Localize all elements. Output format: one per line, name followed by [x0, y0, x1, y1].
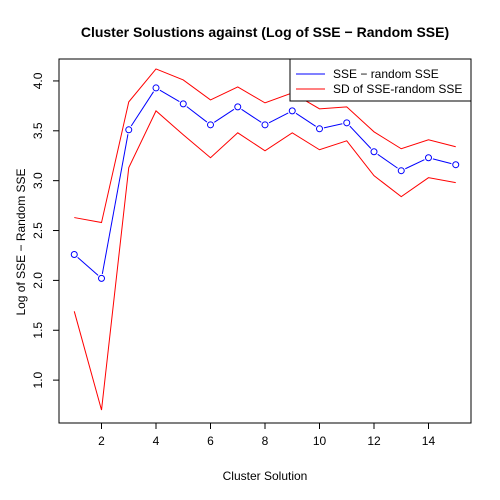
y-tick-label-1.5: 1.5 — [31, 322, 45, 339]
x-tick-label-4: 4 — [153, 434, 160, 448]
y-tick-label-2.5: 2.5 — [31, 222, 45, 239]
sse-point-9 — [288, 107, 296, 115]
x-tick-label-12: 12 — [367, 434, 381, 448]
legend-box — [289, 58, 472, 102]
y-tick-label-3: 3.0 — [31, 172, 45, 189]
x-tick-label-10: 10 — [313, 434, 327, 448]
sse-line-segment — [130, 91, 154, 127]
x-tick-label-2: 2 — [98, 434, 105, 448]
legend-label-sse-random: SSE − random SSE — [333, 67, 439, 81]
sse-line-segment — [186, 106, 208, 123]
sse-point-13 — [397, 167, 405, 175]
y-tick-label-2: 2.0 — [31, 272, 45, 289]
y-axis-label: Log of SSE − Random SSE — [14, 168, 28, 315]
y-tick-label-1: 1.0 — [31, 371, 45, 388]
sse-point-11 — [343, 119, 351, 127]
sse-point-8 — [261, 121, 269, 129]
x-tick-label-8: 8 — [262, 434, 269, 448]
sse-point-3 — [125, 126, 133, 134]
sse-line-segment — [77, 257, 99, 276]
sse-point-7 — [234, 103, 242, 111]
sse-line-segment — [101, 134, 129, 275]
sse-line-segment — [159, 89, 180, 103]
sse-point-12 — [370, 148, 378, 156]
x-tick-label-6: 6 — [207, 434, 214, 448]
x-axis-label: Cluster Solution — [223, 469, 308, 483]
sse-line-segment — [295, 112, 317, 127]
series-layer — [70, 68, 460, 411]
sse-line-segment — [268, 112, 289, 124]
sse-line-segment — [323, 123, 343, 129]
x-axis: 2 4 6 8 10 12 14 — [98, 423, 435, 448]
sd-upper-line — [74, 68, 456, 224]
sse-point-14 — [424, 154, 432, 162]
sse-point-1 — [70, 250, 78, 258]
sse-line-segment — [432, 158, 452, 165]
sd-lower-line — [73, 110, 456, 411]
sse-point-2 — [98, 274, 106, 282]
chart-title: Cluster Solustions against (Log of SSE −… — [81, 24, 449, 40]
sse-point-5 — [179, 100, 187, 108]
legend-label-sd: SD of SSE-random SSE — [333, 82, 462, 96]
y-tick-label-3.5: 3.5 — [31, 122, 45, 139]
y-axis: 1.0 1.5 2.0 2.5 3.0 3.5 4.0 — [31, 72, 59, 388]
sse-point-4 — [152, 84, 160, 92]
sse-line-segment — [377, 153, 398, 169]
sse-point-10 — [315, 125, 323, 133]
sse-point-6 — [207, 121, 215, 129]
x-tick-label-14: 14 — [422, 434, 436, 448]
legend: SSE − random SSE SD of SSE-random SSE — [289, 58, 472, 102]
sse-line-segment — [349, 125, 372, 149]
sse-line-segment — [241, 108, 262, 123]
sse-line-segment — [213, 108, 235, 123]
y-tick-label-4: 4.0 — [31, 72, 45, 89]
sse-line-segment — [405, 159, 425, 170]
sse-point-15 — [452, 161, 460, 169]
